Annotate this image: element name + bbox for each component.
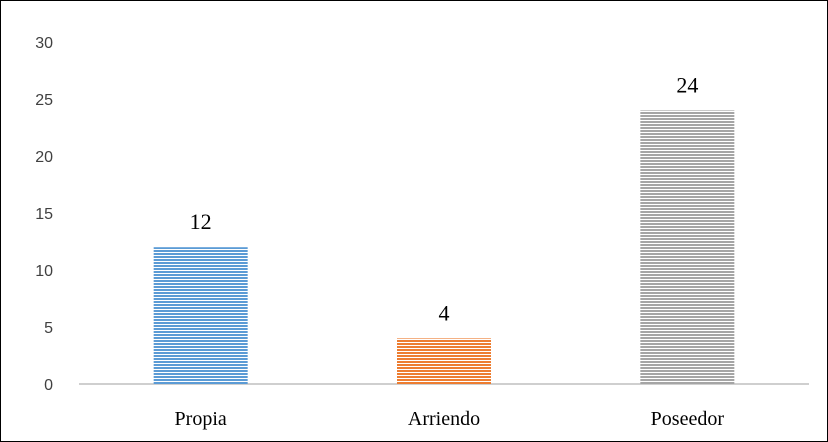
data-labels: 12 4 24 (190, 72, 699, 325)
y-tick-label: 30 (35, 35, 53, 52)
bar-propia (153, 247, 248, 384)
x-tick-label-arriendo: Arriendo (408, 408, 480, 430)
bar-poseedor (640, 110, 735, 385)
y-tick-label: 15 (35, 206, 53, 223)
data-label-arriendo: 4 (439, 300, 450, 325)
data-label-poseedor: 24 (676, 72, 698, 97)
y-tick-label: 20 (35, 149, 53, 166)
y-tick-label: 10 (35, 263, 53, 280)
y-tick-label: 5 (44, 320, 53, 337)
x-axis-ticks: Propia Arriendo Poseedor (175, 408, 725, 430)
bars (153, 110, 735, 385)
y-tick-label: 0 (44, 377, 53, 394)
data-label-propia: 12 (190, 209, 212, 234)
x-tick-label-poseedor: Poseedor (651, 408, 725, 430)
y-axis-ticks: 0 5 10 15 20 25 30 (35, 35, 53, 394)
bar-arriendo (397, 338, 491, 384)
x-tick-label-propia: Propia (175, 408, 227, 430)
y-tick-label: 25 (35, 92, 53, 109)
